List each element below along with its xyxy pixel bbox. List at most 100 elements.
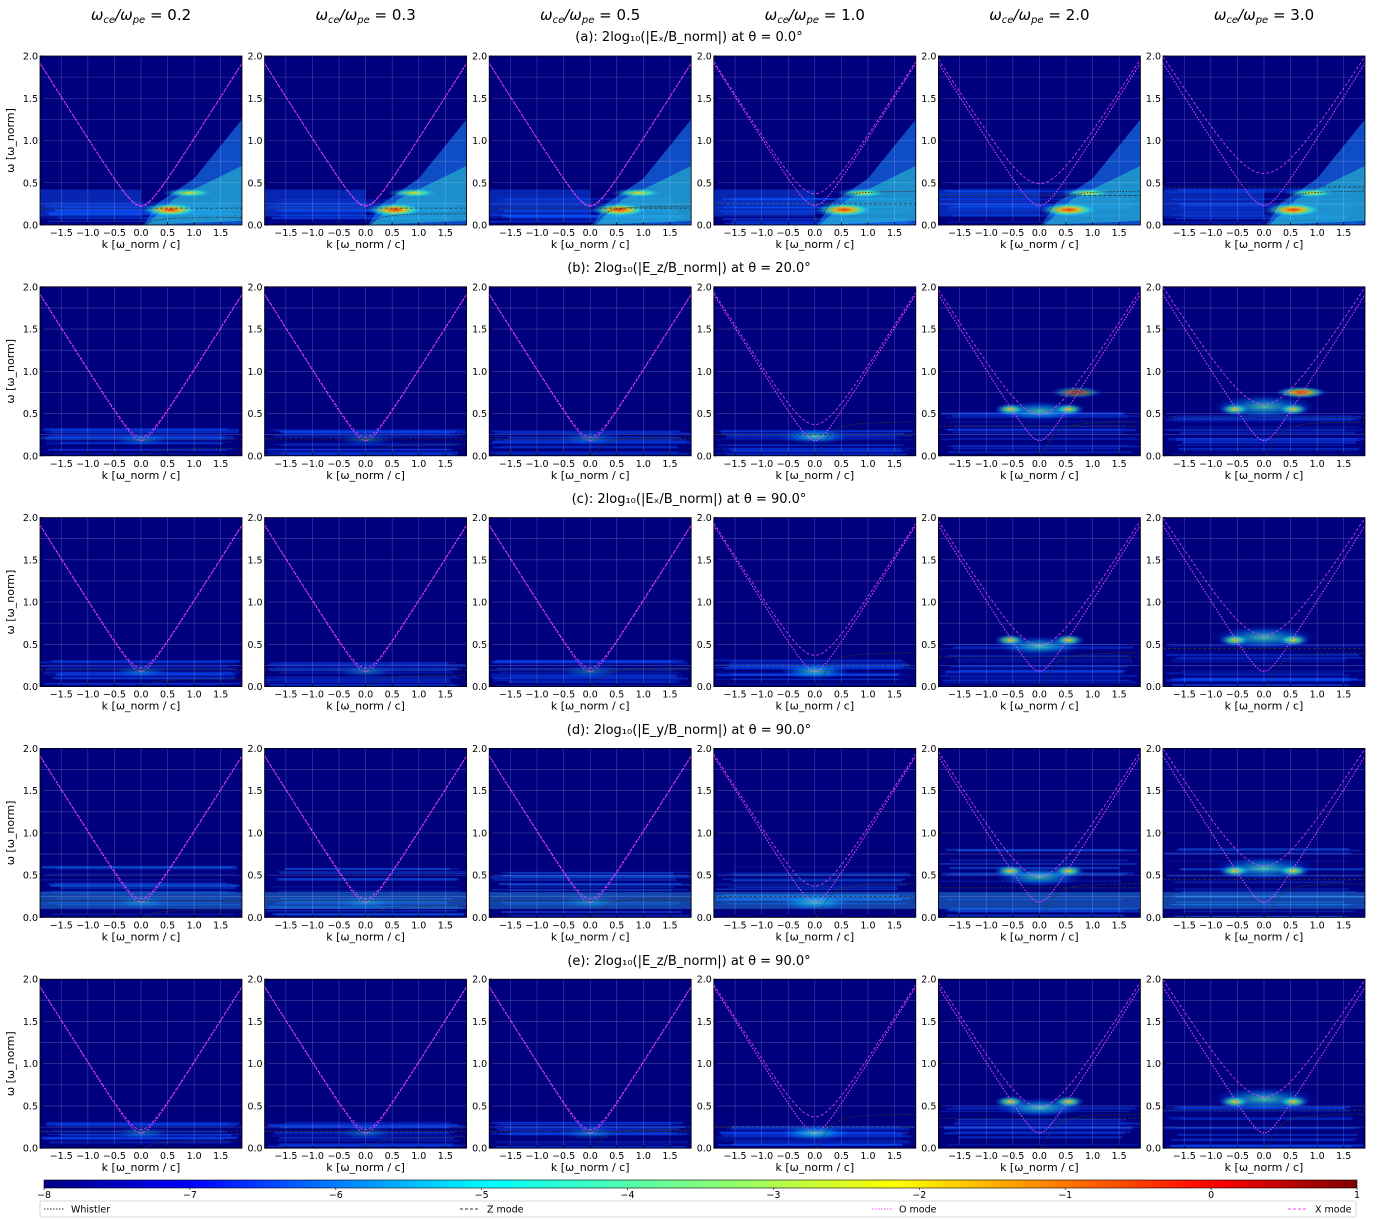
panel: −1.5 −1.0 −0.5 0.0 0.5 1.0 1.5 0.0 0.5 1.0 1.5 2.0 k… <box>697 52 917 251</box>
emission-band <box>281 214 446 217</box>
emission-band <box>59 662 223 664</box>
y-tick-label: 0.5 <box>23 640 38 651</box>
emission-band <box>268 451 459 454</box>
emission-band <box>951 444 1130 447</box>
x-tick-label: −1.0 <box>975 1151 998 1162</box>
emission-band <box>955 910 1140 913</box>
heatmap-background <box>264 748 467 918</box>
x-tick-label: 1.0 <box>1310 228 1325 239</box>
emission-band <box>55 206 225 208</box>
x-tick-label: 0.5 <box>160 459 175 470</box>
heatmap-background <box>489 517 692 687</box>
emission-band <box>59 886 236 890</box>
emission-band <box>954 655 1128 658</box>
emission-band <box>264 207 462 211</box>
x-tick-label: −1.5 <box>274 1151 297 1162</box>
x-tick-label: 0.0 <box>1256 459 1271 470</box>
emission-band <box>723 212 903 214</box>
panel: −1.5 −1.0 −0.5 0.0 0.5 1.0 1.5 0.0 0.5 1.0 1.5 2.0 k… <box>4 975 243 1174</box>
emission-band <box>949 420 1135 423</box>
emission-band <box>501 444 676 448</box>
emission-peak <box>814 202 875 217</box>
emission-band <box>1165 418 1354 422</box>
emission-band <box>1177 679 1365 681</box>
emission-wedge <box>592 119 692 225</box>
x-tick-label: −1.0 <box>1199 228 1222 239</box>
emission-band <box>1182 670 1365 672</box>
y-tick-label: 0.5 <box>1146 409 1161 420</box>
whistler-curve <box>591 205 692 225</box>
emission-band <box>509 215 681 218</box>
y-tick-label: 1.0 <box>921 367 936 378</box>
y-tick-label: 2.0 <box>697 282 712 293</box>
y-tick-label: 1.5 <box>697 555 712 566</box>
emission-peak <box>558 431 623 446</box>
emission-band <box>1170 1138 1355 1142</box>
x-tick-label: −0.5 <box>1226 1151 1249 1162</box>
emission-band <box>943 189 1121 191</box>
x-axis-label: k [ω_norm / c] <box>551 930 630 943</box>
emission-band <box>283 200 460 202</box>
emission-band <box>730 660 906 663</box>
x-tick-label: 1.5 <box>213 920 228 931</box>
y-tick-label: 1.0 <box>697 598 712 609</box>
emission-band <box>275 662 457 664</box>
y-tick-label: 0.5 <box>921 640 936 651</box>
y-tick-label: 2.0 <box>921 975 936 986</box>
emission-band <box>947 910 1123 912</box>
emission-peak <box>160 187 217 198</box>
x-tick-label: 0.0 <box>358 1151 373 1162</box>
y-tick-label: 0.5 <box>921 178 936 189</box>
x-tick-label: 0.0 <box>583 690 598 701</box>
emission-band <box>265 454 455 456</box>
emission-band <box>54 882 227 885</box>
whistler-curve <box>815 421 916 456</box>
x-tick-label: −0.5 <box>552 1151 575 1162</box>
x-tick-label: −1.0 <box>526 690 549 701</box>
colorbar-tick-label: −5 <box>475 1190 489 1201</box>
emission-band <box>281 1144 466 1146</box>
emission-band <box>491 889 689 891</box>
x-mode-curve <box>489 63 692 207</box>
y-tick-label: 2.0 <box>247 744 262 755</box>
emission-peak <box>1052 864 1085 877</box>
whistler-curve <box>1264 652 1365 687</box>
whistler-curve <box>1264 421 1365 456</box>
o-mode-curve <box>938 755 1141 903</box>
emission-peak <box>1052 634 1085 647</box>
emission-band <box>277 871 467 873</box>
x-tick-label: 0.0 <box>807 920 822 931</box>
x-tick-label: 0.5 <box>1283 459 1298 470</box>
emission-band <box>948 190 1138 194</box>
x-tick-label: 1.5 <box>1336 459 1351 470</box>
emission-band <box>498 208 679 211</box>
emission-band <box>715 884 907 886</box>
x-tick-label: 1.0 <box>411 1151 426 1162</box>
x-tick-label: −1.0 <box>301 920 324 931</box>
x-tick-label: 0.5 <box>1058 1151 1073 1162</box>
emission-band <box>952 214 1136 217</box>
x-tick-label: 0.0 <box>807 690 822 701</box>
emission-band <box>940 674 1137 678</box>
row-title: (b): 2log₁₀(|E_z/B_norm|) at θ = 20.0° <box>567 261 811 276</box>
x-tick-label: 1.0 <box>187 228 202 239</box>
emission-band <box>40 661 237 664</box>
x-tick-label: −0.5 <box>1001 920 1024 931</box>
emission-band <box>1181 1145 1354 1148</box>
emission-band <box>956 1119 1127 1121</box>
x-tick-label: 1.0 <box>636 1151 651 1162</box>
whistler-curve <box>591 667 692 687</box>
y-tick-label: 0.0 <box>697 1144 712 1155</box>
whistler-curve <box>142 447 242 456</box>
emission-band <box>727 444 898 447</box>
emission-band <box>277 201 459 203</box>
x-tick-label: 0.0 <box>358 920 373 931</box>
x-tick-label: 1.0 <box>1085 920 1100 931</box>
x-tick-label: −1.5 <box>50 690 73 701</box>
x-tick-label: −1.0 <box>750 459 773 470</box>
legend-label: Whistler <box>71 1205 110 1216</box>
emission-band <box>957 204 1120 207</box>
column-title: ωce/ωpe = 0.3 <box>315 6 415 26</box>
emission-band <box>1179 904 1364 906</box>
emission-band <box>732 1143 897 1146</box>
